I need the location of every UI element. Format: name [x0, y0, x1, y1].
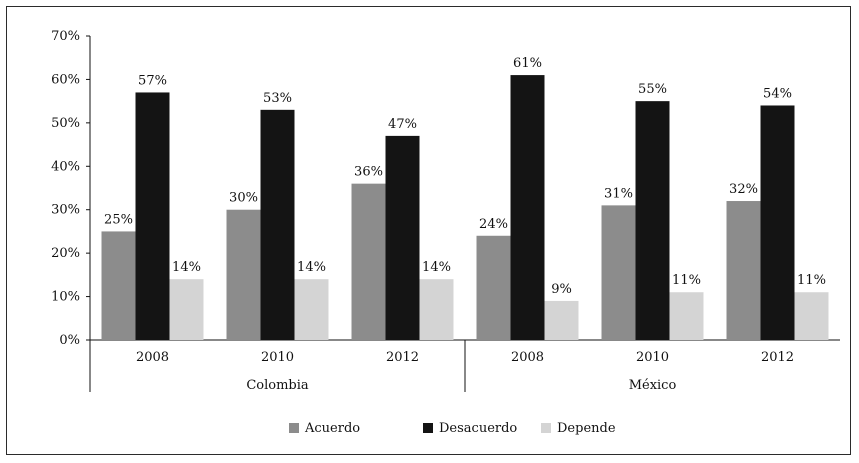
bar-acuerdo: [351, 183, 386, 340]
group-label: Colombia: [246, 378, 309, 393]
bar-depende: [669, 292, 704, 340]
data-label: 53%: [263, 91, 292, 106]
data-label: 57%: [138, 73, 167, 88]
data-label: 9%: [551, 282, 572, 297]
data-label: 14%: [172, 260, 201, 275]
bar-desacuerdo: [385, 135, 420, 340]
x-tick-label: 2010: [261, 350, 294, 365]
data-label: 14%: [297, 260, 326, 275]
bar-depende: [544, 300, 579, 340]
data-label: 54%: [763, 86, 792, 101]
group-label: México: [629, 378, 677, 393]
data-label: 14%: [422, 260, 451, 275]
legend-swatch: [423, 423, 433, 433]
bar-depende: [169, 279, 204, 340]
legend-swatch: [541, 423, 551, 433]
bar-desacuerdo: [510, 75, 545, 340]
legend-entry: Desacuerdo: [439, 421, 517, 436]
data-label: 31%: [604, 186, 633, 201]
data-label: 47%: [388, 117, 417, 132]
x-tick-label: 2010: [636, 350, 669, 365]
y-tick-label: 10%: [51, 290, 80, 305]
bar-desacuerdo: [135, 92, 170, 340]
y-tick-label: 70%: [51, 29, 80, 44]
x-tick-label: 2012: [386, 350, 419, 365]
x-tick-label: 2008: [136, 350, 169, 365]
bar-desacuerdo: [760, 105, 795, 340]
bar-acuerdo: [726, 201, 761, 340]
legend-entry: Acuerdo: [304, 421, 360, 436]
data-label: 55%: [638, 82, 667, 97]
bar-depende: [419, 279, 454, 340]
bar-acuerdo: [101, 231, 136, 340]
data-label: 61%: [513, 56, 542, 71]
data-label: 24%: [479, 217, 508, 232]
data-label: 30%: [229, 191, 258, 206]
y-tick-label: 20%: [51, 246, 80, 261]
bar-depende: [294, 279, 329, 340]
x-tick-label: 2008: [511, 350, 544, 365]
bar-acuerdo: [226, 209, 261, 340]
bar-desacuerdo: [635, 101, 670, 341]
data-label: 32%: [729, 182, 758, 197]
bar-acuerdo: [476, 235, 511, 340]
x-tick-label: 2012: [761, 350, 794, 365]
data-label: 11%: [797, 273, 826, 288]
data-label: 25%: [104, 212, 133, 227]
y-tick-label: 0%: [59, 333, 80, 348]
y-tick-label: 50%: [51, 116, 80, 131]
bar-acuerdo: [601, 205, 636, 340]
legend-swatch: [289, 423, 299, 433]
bar-desacuerdo: [260, 109, 295, 340]
data-label: 11%: [672, 273, 701, 288]
legend-entry: Depende: [557, 421, 616, 436]
y-tick-label: 40%: [51, 159, 80, 174]
bar-depende: [794, 292, 829, 340]
data-label: 36%: [354, 165, 383, 180]
y-tick-label: 60%: [51, 72, 80, 87]
y-tick-label: 30%: [51, 203, 80, 218]
